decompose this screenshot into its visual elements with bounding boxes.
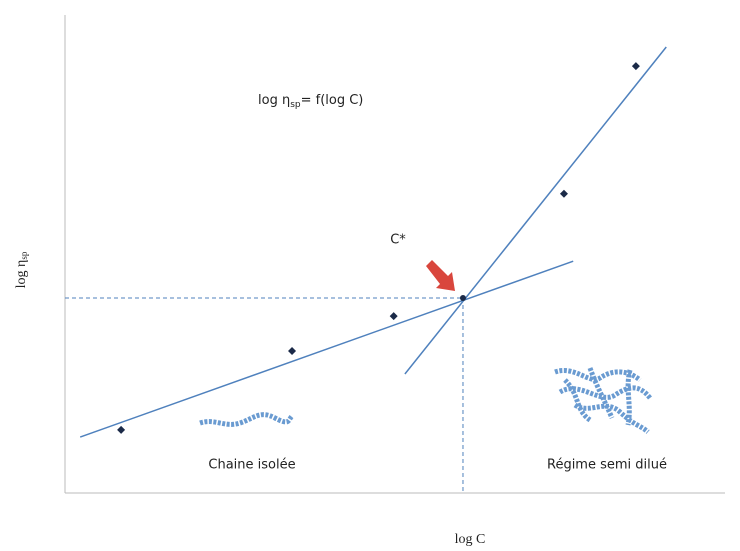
data-point (288, 347, 297, 356)
region-label: Chaine isolée (208, 458, 295, 473)
arrow (426, 260, 455, 291)
region-label: Régime semi dilué (547, 458, 667, 473)
data-point (559, 189, 568, 198)
c-star-point (459, 294, 466, 301)
data-point (631, 62, 640, 71)
x-axis-label: log C (455, 532, 486, 547)
c-star-label: C* (390, 233, 406, 248)
chart-title: log ηsp= f(log C) (258, 93, 363, 110)
y-axis-label: log ηsp (14, 251, 29, 288)
data-point (117, 425, 126, 434)
fit-line (79, 260, 574, 438)
chain-drawing (199, 367, 652, 434)
fit-line (404, 46, 667, 375)
data-point (389, 312, 398, 321)
